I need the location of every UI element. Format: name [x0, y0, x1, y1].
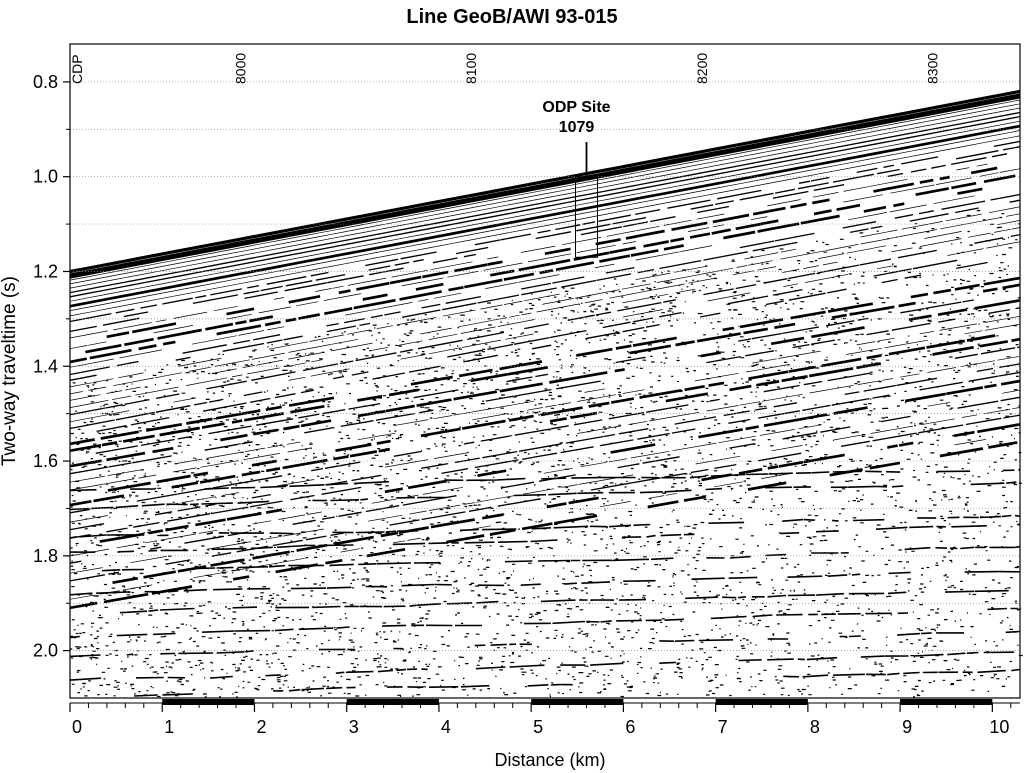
cdp-axis-label: CDP: [69, 54, 85, 84]
reflector: [69, 111, 1021, 294]
y-tick-label: 0.8: [33, 72, 58, 92]
cdp-tick-label: 8300: [924, 53, 940, 84]
reflector: [69, 259, 958, 430]
reflector: [69, 124, 1021, 308]
reflector: [69, 116, 1021, 298]
seismic-traces: [69, 81, 1023, 698]
site-annotation: ODP Site 1079: [542, 99, 611, 258]
reflector: [69, 99, 1021, 281]
cdp-tick-label: 8100: [463, 53, 479, 84]
x-tick-label: 3: [349, 717, 359, 737]
reflector: [69, 199, 1021, 381]
deep-reflector: [134, 668, 1021, 697]
deep-reflector: [69, 570, 1021, 596]
reflector: [69, 195, 975, 368]
reflector: [85, 174, 1016, 354]
reflector: [123, 146, 1021, 318]
x-axis-label: Distance (km): [494, 750, 606, 770]
scale-bar-segment: [900, 699, 993, 705]
x-tick-label: 9: [902, 717, 912, 737]
scale-bar-segment: [531, 699, 624, 705]
y-tick-label: 1.6: [33, 451, 58, 471]
reflector: [69, 307, 1021, 475]
y-axis: 0.8 1.0 1.2 1.4 1.6 1.8 2.0: [33, 72, 70, 661]
reflector: [69, 371, 1021, 539]
reflector: [69, 168, 1021, 350]
deep-reflector: [69, 630, 1021, 658]
y-tick-label: 1.2: [33, 261, 58, 281]
y-tick-label: 1.8: [33, 546, 58, 566]
reflector: [69, 316, 1020, 483]
reflector: [69, 140, 1021, 323]
x-tick-label: 6: [625, 717, 635, 737]
site-number: 1079: [559, 119, 595, 136]
reflector: [95, 299, 975, 454]
deep-reflector: [101, 545, 1021, 572]
deep-reflector: [69, 514, 1021, 539]
reflector: [69, 130, 1021, 311]
x-tick-label: 10: [989, 717, 1009, 737]
site-box: [575, 176, 599, 258]
reflector: [69, 213, 1020, 395]
scale-bar-segment: [715, 699, 808, 705]
reflector: [69, 227, 1021, 408]
reflector: [69, 103, 1021, 285]
x-tick-label: 8: [810, 717, 820, 737]
cdp-tick-label: 8200: [694, 53, 710, 84]
y-tick-label: 1.4: [33, 356, 58, 376]
y-tick-label: 2.0: [33, 641, 58, 661]
x-axis: 0 1 2 3 4 5 6 7 8 9 10: [69, 699, 1020, 737]
x-tick-label: 7: [718, 717, 728, 737]
noise-texture: [70, 209, 1023, 698]
deep-reflector: [69, 481, 1017, 511]
x-tick-label: 2: [256, 717, 266, 737]
scale-bar-segment: [162, 699, 255, 705]
x-tick-label: 5: [533, 717, 543, 737]
reflector: [69, 107, 1021, 289]
reflector: [69, 93, 1021, 277]
reflector: [69, 95, 1021, 279]
reflector: [99, 379, 1021, 543]
reflector: [69, 356, 1019, 523]
reflector: [69, 441, 1018, 610]
reflector: [96, 261, 988, 433]
reflector: [69, 323, 1021, 491]
cdp-axis: CDP 8000 8100 8200 8300: [69, 53, 940, 84]
reflector: [69, 276, 1021, 446]
reflector: [69, 363, 1020, 531]
cdp-tick-label: 8000: [233, 53, 249, 84]
deep-reflector: [119, 589, 1009, 614]
plot-frame: [69, 43, 1021, 699]
figure-title: Line GeoB/AWI 93-015: [406, 6, 618, 28]
reflector: [69, 241, 1021, 423]
reflector: [69, 187, 983, 364]
reflector: [69, 414, 1021, 582]
deep-reflector: [69, 607, 1021, 639]
reflector: [69, 135, 1021, 317]
reflector: [106, 166, 998, 339]
reflector: [69, 283, 1021, 453]
reflector: [69, 299, 1021, 468]
reflector: [69, 89, 1021, 274]
reflector: [69, 346, 1021, 514]
deep-reflector: [69, 468, 1021, 492]
reflector: [69, 233, 1021, 416]
reflector: [69, 193, 1021, 376]
site-label: ODP Site: [542, 99, 610, 116]
reflector: [69, 153, 1008, 333]
reflector: [69, 206, 1020, 388]
scale-bar-segment: [346, 699, 439, 705]
deep-reflector: [69, 651, 1015, 681]
x-tick-label: 0: [72, 717, 82, 737]
x-tick-label: 4: [441, 717, 451, 737]
reflector: [69, 120, 1021, 302]
reflector: [69, 163, 988, 339]
x-tick-label: 1: [164, 717, 174, 737]
y-tick-label: 1.0: [33, 167, 58, 187]
